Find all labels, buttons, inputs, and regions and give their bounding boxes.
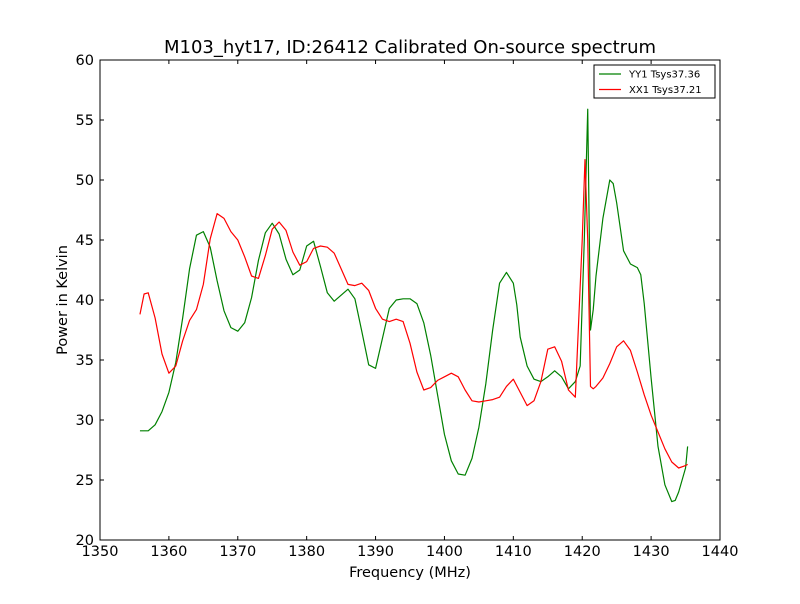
x-tick-label: 1370 xyxy=(219,544,256,560)
y-tick-label: 50 xyxy=(76,173,94,189)
y-tick-label: 60 xyxy=(76,53,94,69)
y-tick-label: 35 xyxy=(76,353,94,369)
legend-label-1: YY1 Tsys37.36 xyxy=(628,70,700,81)
series-line-2 xyxy=(139,159,688,469)
y-tick-label: 30 xyxy=(76,413,94,429)
y-tick-label: 20 xyxy=(76,533,94,549)
y-tick-label: 25 xyxy=(76,473,94,489)
x-tick-label: 1410 xyxy=(495,544,532,560)
x-tick-label: 1350 xyxy=(82,544,119,560)
y-axis-label: Power in Kelvin xyxy=(55,245,71,355)
x-axis-label: Frequency (MHz) xyxy=(349,565,471,581)
x-tick-label: 1400 xyxy=(426,544,463,560)
plot-area-frame xyxy=(99,59,721,541)
chart-title: M103_hyt17, ID:26412 Calibrated On-sourc… xyxy=(164,37,656,58)
y-tick-label: 45 xyxy=(76,233,94,249)
y-tick-label: 40 xyxy=(76,293,94,309)
x-axis: 1350 1360 1370 1380 1390 1400 1410 1420 1430 1440 xyxy=(82,60,739,560)
series-line-1 xyxy=(139,108,689,503)
x-tick-label: 1420 xyxy=(564,544,601,560)
plot-series xyxy=(139,108,689,503)
x-tick-label: 1440 xyxy=(702,544,739,560)
x-tick-label: 1380 xyxy=(288,544,325,560)
legend-label-2: XX1 Tsys37.21 xyxy=(629,85,702,96)
legend: YY1 Tsys37.36 XX1 Tsys37.21 xyxy=(593,64,716,99)
x-tick-label: 1360 xyxy=(150,544,187,560)
x-tick-label: 1430 xyxy=(633,544,670,560)
y-axis: 20 25 30 35 40 45 50 55 60 xyxy=(76,53,720,549)
y-tick-label: 55 xyxy=(76,113,94,129)
legend-box xyxy=(593,64,716,99)
x-tick-label: 1390 xyxy=(357,544,394,560)
